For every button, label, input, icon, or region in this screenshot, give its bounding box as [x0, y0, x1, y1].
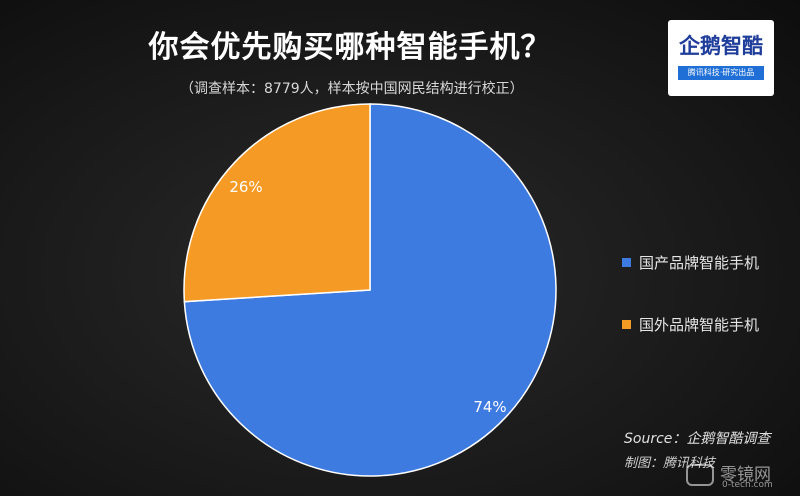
watermark-en: 0-tech.com	[722, 480, 773, 490]
chart-title: 你会优先购买哪种智能手机？	[148, 30, 552, 65]
legend-label-foreign: 国外品牌智能手机	[639, 315, 760, 334]
legend-item-foreign: 国外品牌智能手机	[622, 314, 759, 334]
chart-source: Source：企鹅智酷调查	[624, 431, 771, 447]
chart-legend: 国产品牌智能手机 国外品牌智能手机	[622, 252, 759, 376]
legend-swatch-foreign	[622, 319, 631, 329]
data-label-domestic: 74%	[473, 398, 506, 416]
legend-swatch-domestic	[622, 257, 631, 267]
site-watermark: 零镜网 0-tech.com	[686, 460, 796, 492]
pie-slice-foreign	[183, 103, 371, 303]
legend-label-domestic: 国产品牌智能手机	[639, 253, 760, 272]
data-label-foreign: 26%	[229, 178, 262, 196]
brand-logo-text: 企鹅智酷	[679, 34, 763, 58]
chart-subtitle: （调查样本：8779人，样本按中国网民结构进行校正）	[180, 81, 524, 97]
brand-logo: 企鹅智酷 腾讯科技·研究出品	[668, 20, 774, 96]
chart-maker: 制图：腾讯科技	[624, 456, 716, 471]
watermark-cn: 零镜网	[720, 465, 771, 485]
brand-logo-tagline: 腾讯科技·研究出品	[678, 66, 764, 80]
legend-item-domestic: 国产品牌智能手机	[622, 252, 759, 272]
watermark-icon	[686, 464, 714, 486]
